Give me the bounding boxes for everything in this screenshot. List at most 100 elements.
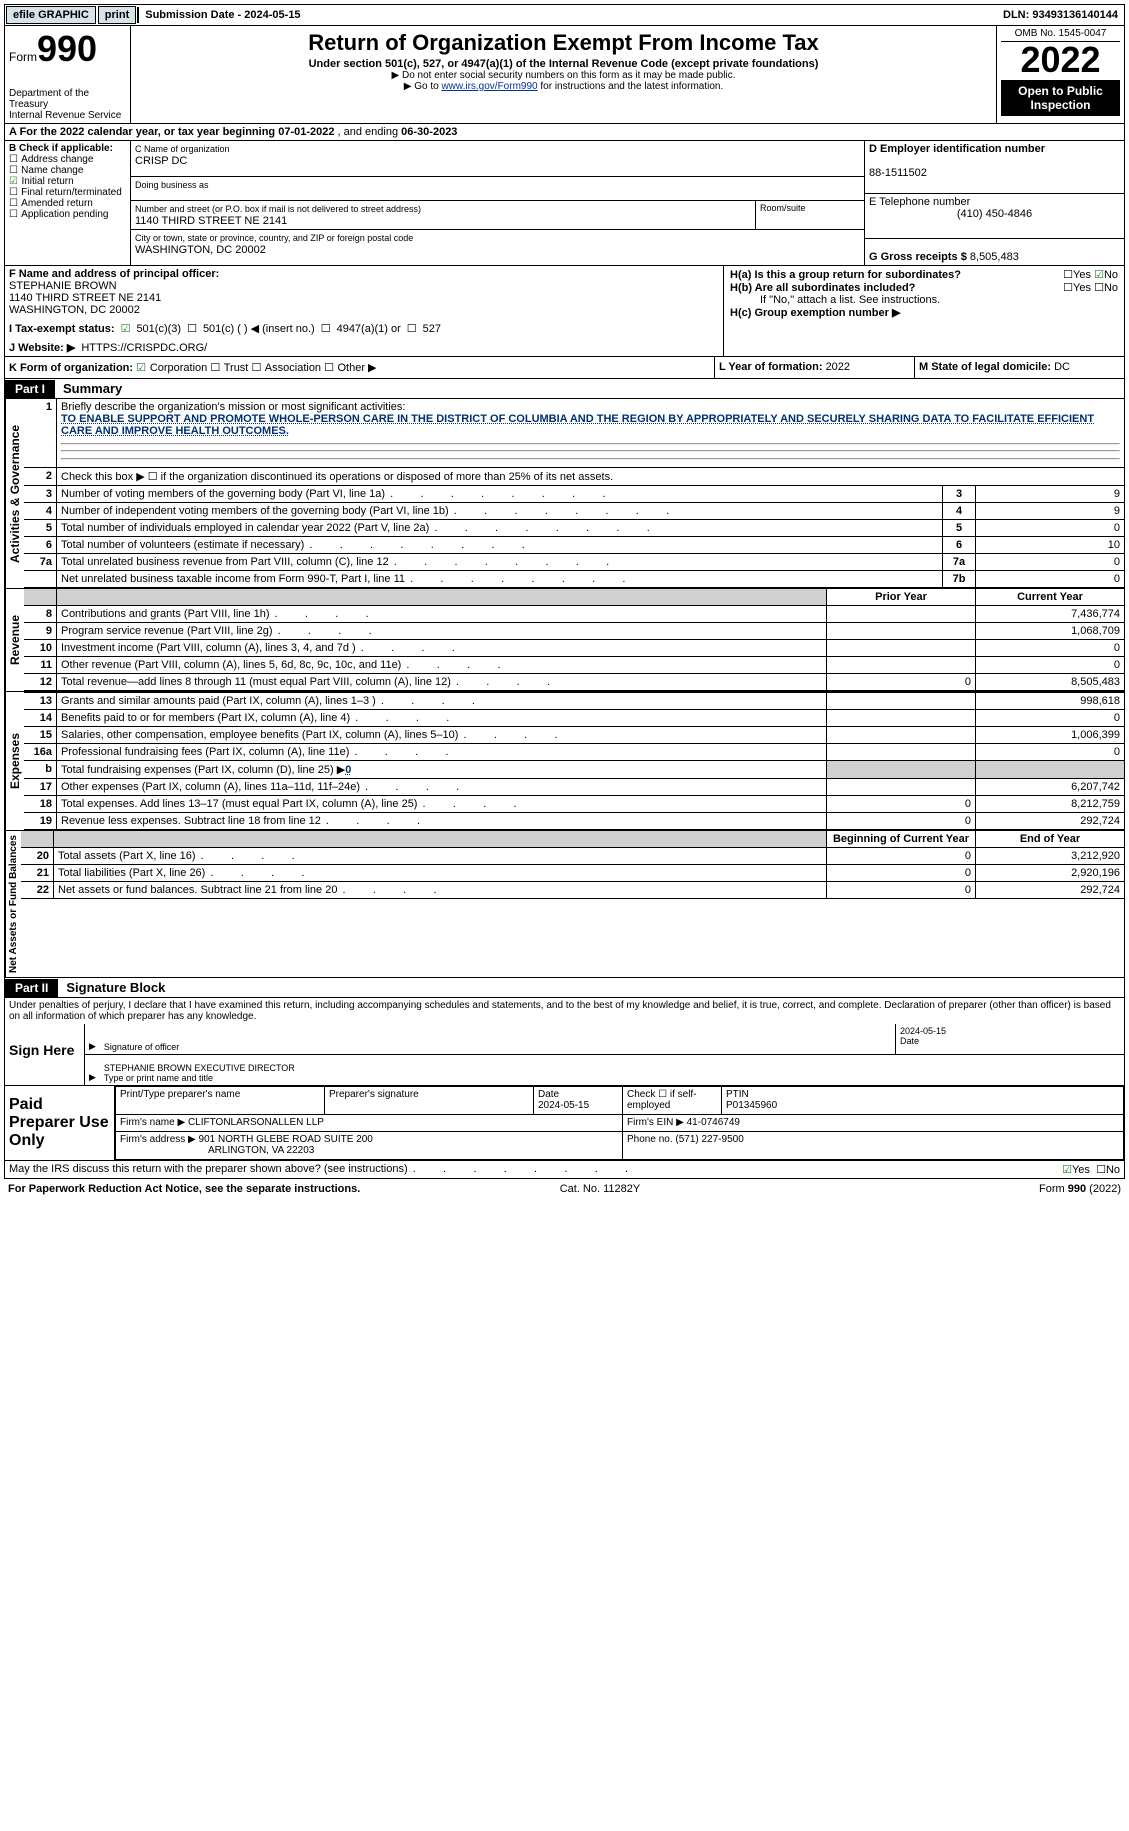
sig-arrow2: ▶ (85, 1070, 100, 1085)
chk-address[interactable]: ☐ (9, 154, 21, 165)
opt-trust: Trust (224, 362, 249, 374)
print-button[interactable]: print (98, 6, 136, 24)
section-activities: Activities & Governance 1 Briefly descri… (4, 399, 1125, 589)
chk-corp[interactable]: ☑ (136, 361, 150, 374)
name-label: C Name of organization (135, 144, 230, 154)
opt-4947: 4947(a)(1) or (337, 323, 401, 335)
chk-trust[interactable]: ☐ (210, 361, 223, 374)
line-a-mid: , and ending (334, 126, 401, 138)
chk-501c[interactable]: ☐ (187, 322, 197, 335)
prep-sig-label: Preparer's signature (325, 1087, 534, 1115)
hb-no[interactable]: ☐ (1094, 281, 1104, 294)
part1-tag: Part I (5, 380, 55, 398)
ptin-label: PTIN (726, 1089, 749, 1100)
chk-501c3[interactable]: ☑ (121, 322, 131, 335)
line-a-pre: A For the 2022 calendar year, or tax yea… (9, 126, 278, 138)
ha-label: H(a) Is this a group return for subordin… (730, 269, 961, 281)
opt-amended: Amended return (21, 198, 93, 209)
k-label: K Form of organization: (9, 362, 133, 374)
submission-value: 2024-05-15 (244, 9, 300, 21)
hb-note: If "No," attach a list. See instructions… (730, 294, 1118, 306)
open-public: Open to Public Inspection (1001, 80, 1120, 116)
chk-pending[interactable]: ☐ (9, 209, 21, 220)
f-label: F Name and address of principal officer: (9, 268, 219, 280)
discuss-yes[interactable]: ☑ (1062, 1163, 1072, 1176)
form-header: Form990 Department of the Treasury Inter… (4, 26, 1125, 124)
side-revenue: Revenue (5, 589, 24, 691)
lbl-yes: Yes (1073, 269, 1091, 281)
opt-pending: Application pending (21, 209, 108, 220)
firm-addr1: 901 NORTH GLEBE ROAD SUITE 200 (199, 1134, 373, 1145)
section-bcd: B Check if applicable: ☐ Address change … (4, 141, 1125, 266)
street: 1140 THIRD STREET NE 2141 (135, 215, 287, 227)
footer: For Paperwork Reduction Act Notice, see … (4, 1179, 1125, 1199)
prep-date-label: Date (538, 1089, 559, 1100)
prep-date: 2024-05-15 (538, 1100, 589, 1111)
discuss-row: May the IRS discuss this return with the… (4, 1161, 1125, 1179)
chk-amended[interactable]: ☐ (9, 198, 21, 209)
hb-yes[interactable]: ☐ (1063, 281, 1073, 294)
d-no: No (1106, 1164, 1120, 1176)
sign-block: Sign Here ▶ Signature of officer 2024-05… (4, 1024, 1125, 1086)
chk-name[interactable]: ☐ (9, 165, 21, 176)
opt-name: Name change (21, 165, 83, 176)
d-yes: Yes (1072, 1164, 1090, 1176)
line1-label: Briefly describe the organization's miss… (61, 401, 405, 413)
opt-final: Final return/terminated (21, 187, 122, 198)
phone: (571) 227-9500 (675, 1134, 743, 1145)
efile-badge: efile GRAPHIC (6, 6, 96, 24)
cat-no: Cat. No. 11282Y (560, 1183, 641, 1195)
room-label: Room/suite (756, 201, 864, 229)
tax-year: 2022 (1001, 42, 1120, 78)
part2-title: Signature Block (58, 978, 173, 997)
col-d: D Employer identification number 88-1511… (864, 141, 1124, 265)
form-title: Return of Organization Exempt From Incom… (135, 30, 992, 56)
street-label: Number and street (or P.O. box if mail i… (135, 204, 421, 214)
firm-name-label: Firm's name ▶ (120, 1117, 188, 1128)
section-expenses: Expenses 13 Grants and similar amounts p… (4, 692, 1125, 831)
chk-other[interactable]: ☐ (324, 361, 337, 374)
ha-yes[interactable]: ☐ (1063, 268, 1073, 281)
l-val: 2022 (826, 361, 850, 373)
note2-post: for instructions and the latest informat… (538, 81, 724, 92)
topbar: efile GRAPHIC print Submission Date - 20… (4, 4, 1125, 26)
section-netassets: Net Assets or Fund Balances Beginning of… (4, 831, 1125, 978)
j-label: J Website: ▶ (9, 341, 75, 354)
section-revenue: Revenue Prior Year Current Year8 Contrib… (4, 589, 1125, 692)
l-label: L Year of formation: (719, 361, 826, 373)
tel: (410) 450-4846 (869, 208, 1120, 220)
ha-no[interactable]: ☑ (1094, 268, 1104, 281)
part2-header: Part II Signature Block (4, 978, 1125, 998)
chk-final[interactable]: ☐ (9, 187, 21, 198)
m-label: M State of legal domicile: (919, 361, 1054, 373)
part2-tag: Part II (5, 979, 58, 997)
officer-city: WASHINGTON, DC 20002 (9, 304, 140, 316)
firm-ein-label: Firm's EIN ▶ (627, 1117, 687, 1128)
dln-label: DLN: (1003, 9, 1032, 21)
discuss-no[interactable]: ☐ (1096, 1163, 1106, 1176)
note-ssn: ▶ Do not enter social security numbers o… (135, 70, 992, 81)
declaration: Under penalties of perjury, I declare th… (4, 998, 1125, 1024)
chk-527[interactable]: ☐ (407, 322, 417, 335)
hc-label: H(c) Group exemption number ▶ (730, 306, 900, 319)
phone-label: Phone no. (627, 1134, 675, 1145)
paperwork: For Paperwork Reduction Act Notice, see … (8, 1183, 360, 1195)
gross: 8,505,483 (970, 251, 1019, 263)
line2: Check this box ▶ ☐ if the organization d… (57, 468, 1125, 486)
discuss-text: May the IRS discuss this return with the… (9, 1163, 630, 1176)
chk-initial[interactable]: ☑ (9, 176, 21, 187)
date-label: Date (900, 1036, 919, 1046)
chk-4947[interactable]: ☐ (321, 322, 331, 335)
chk-assoc[interactable]: ☐ (251, 361, 264, 374)
firm-name: CLIFTONLARSONALLEN LLP (188, 1117, 324, 1128)
preparer-block: Paid Preparer Use Only Print/Type prepar… (4, 1086, 1125, 1161)
firm-addr-label: Firm's address ▶ (120, 1134, 199, 1145)
irs-link[interactable]: www.irs.gov/Form990 (441, 81, 537, 92)
note-link: ▶ Go to www.irs.gov/Form990 for instruct… (135, 81, 992, 92)
col-c: C Name of organization CRISP DC Doing bu… (131, 141, 864, 265)
ein: 88-1511502 (869, 167, 927, 179)
opt-501c3: 501(c)(3) (136, 323, 181, 335)
dln-value: 93493136140144 (1032, 9, 1118, 21)
opt-assoc: Association (265, 362, 321, 374)
form-subtitle: Under section 501(c), 527, or 4947(a)(1)… (135, 58, 992, 70)
